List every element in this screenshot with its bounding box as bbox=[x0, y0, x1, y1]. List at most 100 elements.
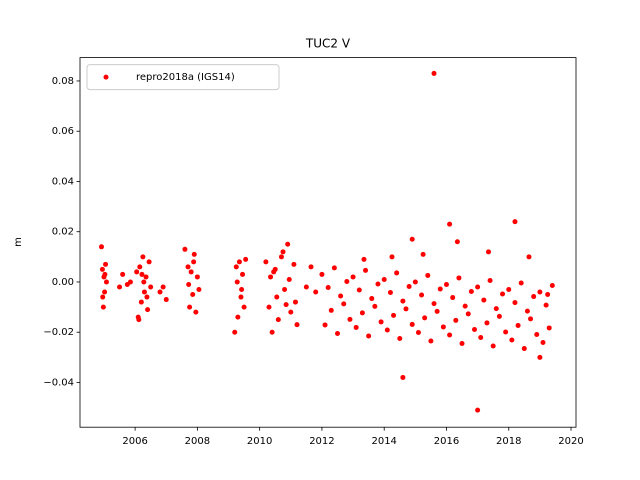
data-point bbox=[422, 315, 428, 321]
data-point bbox=[400, 298, 406, 304]
data-point bbox=[148, 284, 154, 290]
data-point bbox=[465, 311, 471, 317]
data-point bbox=[428, 338, 434, 344]
data-point bbox=[486, 249, 492, 255]
legend-box bbox=[86, 64, 280, 91]
data-point bbox=[341, 301, 347, 307]
data-point bbox=[387, 290, 393, 296]
data-point bbox=[546, 325, 552, 331]
data-point bbox=[185, 264, 191, 270]
data-point bbox=[534, 331, 540, 337]
data-point bbox=[366, 333, 372, 339]
data-point bbox=[500, 291, 506, 297]
data-point bbox=[239, 287, 245, 293]
data-point bbox=[285, 241, 291, 247]
data-point bbox=[493, 306, 499, 312]
data-point bbox=[232, 329, 238, 335]
data-point bbox=[194, 274, 200, 280]
data-point bbox=[234, 279, 240, 285]
data-point bbox=[549, 282, 555, 288]
y-tick-label: 0.06 bbox=[52, 126, 74, 137]
data-point bbox=[447, 332, 453, 338]
data-point bbox=[100, 294, 106, 300]
data-point bbox=[361, 256, 367, 262]
data-point bbox=[274, 294, 280, 300]
data-point bbox=[243, 256, 249, 262]
data-point bbox=[409, 321, 415, 327]
data-point bbox=[526, 254, 532, 260]
y-tick-label: 0.00 bbox=[52, 277, 74, 288]
data-point bbox=[353, 324, 359, 330]
data-point bbox=[286, 276, 292, 282]
data-point bbox=[356, 287, 362, 293]
data-point bbox=[454, 239, 460, 245]
data-point bbox=[139, 271, 145, 277]
data-point bbox=[415, 329, 421, 335]
data-point bbox=[378, 319, 384, 325]
data-point bbox=[291, 261, 297, 267]
data-point bbox=[403, 306, 409, 312]
data-point bbox=[490, 343, 496, 349]
data-point bbox=[506, 287, 512, 293]
data-point bbox=[143, 274, 149, 280]
y-tick-label: 0.04 bbox=[52, 176, 74, 187]
data-point bbox=[134, 269, 140, 275]
data-point bbox=[99, 266, 105, 272]
data-point bbox=[98, 244, 104, 250]
data-point bbox=[269, 329, 275, 335]
data-point bbox=[478, 335, 484, 341]
data-point bbox=[136, 317, 142, 323]
data-point bbox=[103, 279, 109, 285]
y-tick-label: −0.02 bbox=[43, 327, 74, 338]
data-point bbox=[363, 267, 369, 273]
data-point bbox=[140, 254, 146, 260]
data-point bbox=[462, 303, 468, 309]
y-tick-label: −0.04 bbox=[43, 377, 74, 388]
data-point bbox=[141, 289, 147, 295]
data-point bbox=[193, 309, 199, 315]
data-point bbox=[196, 287, 202, 293]
data-point bbox=[283, 302, 289, 308]
data-point bbox=[475, 284, 481, 290]
data-point bbox=[509, 337, 515, 343]
data-point bbox=[468, 289, 474, 295]
data-point bbox=[487, 277, 493, 283]
data-point bbox=[521, 346, 527, 352]
data-point bbox=[347, 316, 353, 322]
data-point bbox=[391, 312, 397, 318]
data-point bbox=[447, 221, 453, 227]
data-point bbox=[266, 304, 272, 310]
data-point bbox=[400, 374, 406, 380]
data-point bbox=[103, 261, 109, 267]
data-point bbox=[512, 300, 518, 306]
data-point bbox=[233, 264, 239, 270]
data-point bbox=[456, 275, 462, 281]
data-point bbox=[191, 259, 197, 265]
data-point bbox=[344, 278, 350, 284]
data-point bbox=[127, 279, 133, 285]
data-point bbox=[431, 70, 437, 76]
data-point bbox=[515, 322, 521, 328]
data-point bbox=[322, 322, 328, 328]
data-point bbox=[524, 308, 530, 314]
data-point bbox=[100, 304, 106, 310]
data-point bbox=[543, 302, 549, 308]
data-point bbox=[434, 308, 440, 314]
data-point bbox=[187, 304, 193, 310]
data-point bbox=[182, 246, 188, 252]
data-point bbox=[271, 269, 277, 275]
data-point bbox=[328, 307, 334, 313]
x-tick-label: 2016 bbox=[434, 436, 459, 447]
data-point bbox=[144, 294, 150, 300]
data-point bbox=[163, 297, 169, 303]
y-tick-label: 0.08 bbox=[52, 76, 74, 87]
data-point bbox=[475, 407, 481, 413]
data-point bbox=[191, 251, 197, 257]
data-point bbox=[190, 292, 196, 298]
data-point bbox=[102, 289, 108, 295]
data-point bbox=[389, 254, 395, 260]
y-tick-label: 0.02 bbox=[52, 227, 74, 238]
data-point bbox=[308, 264, 314, 270]
data-point bbox=[394, 270, 400, 276]
